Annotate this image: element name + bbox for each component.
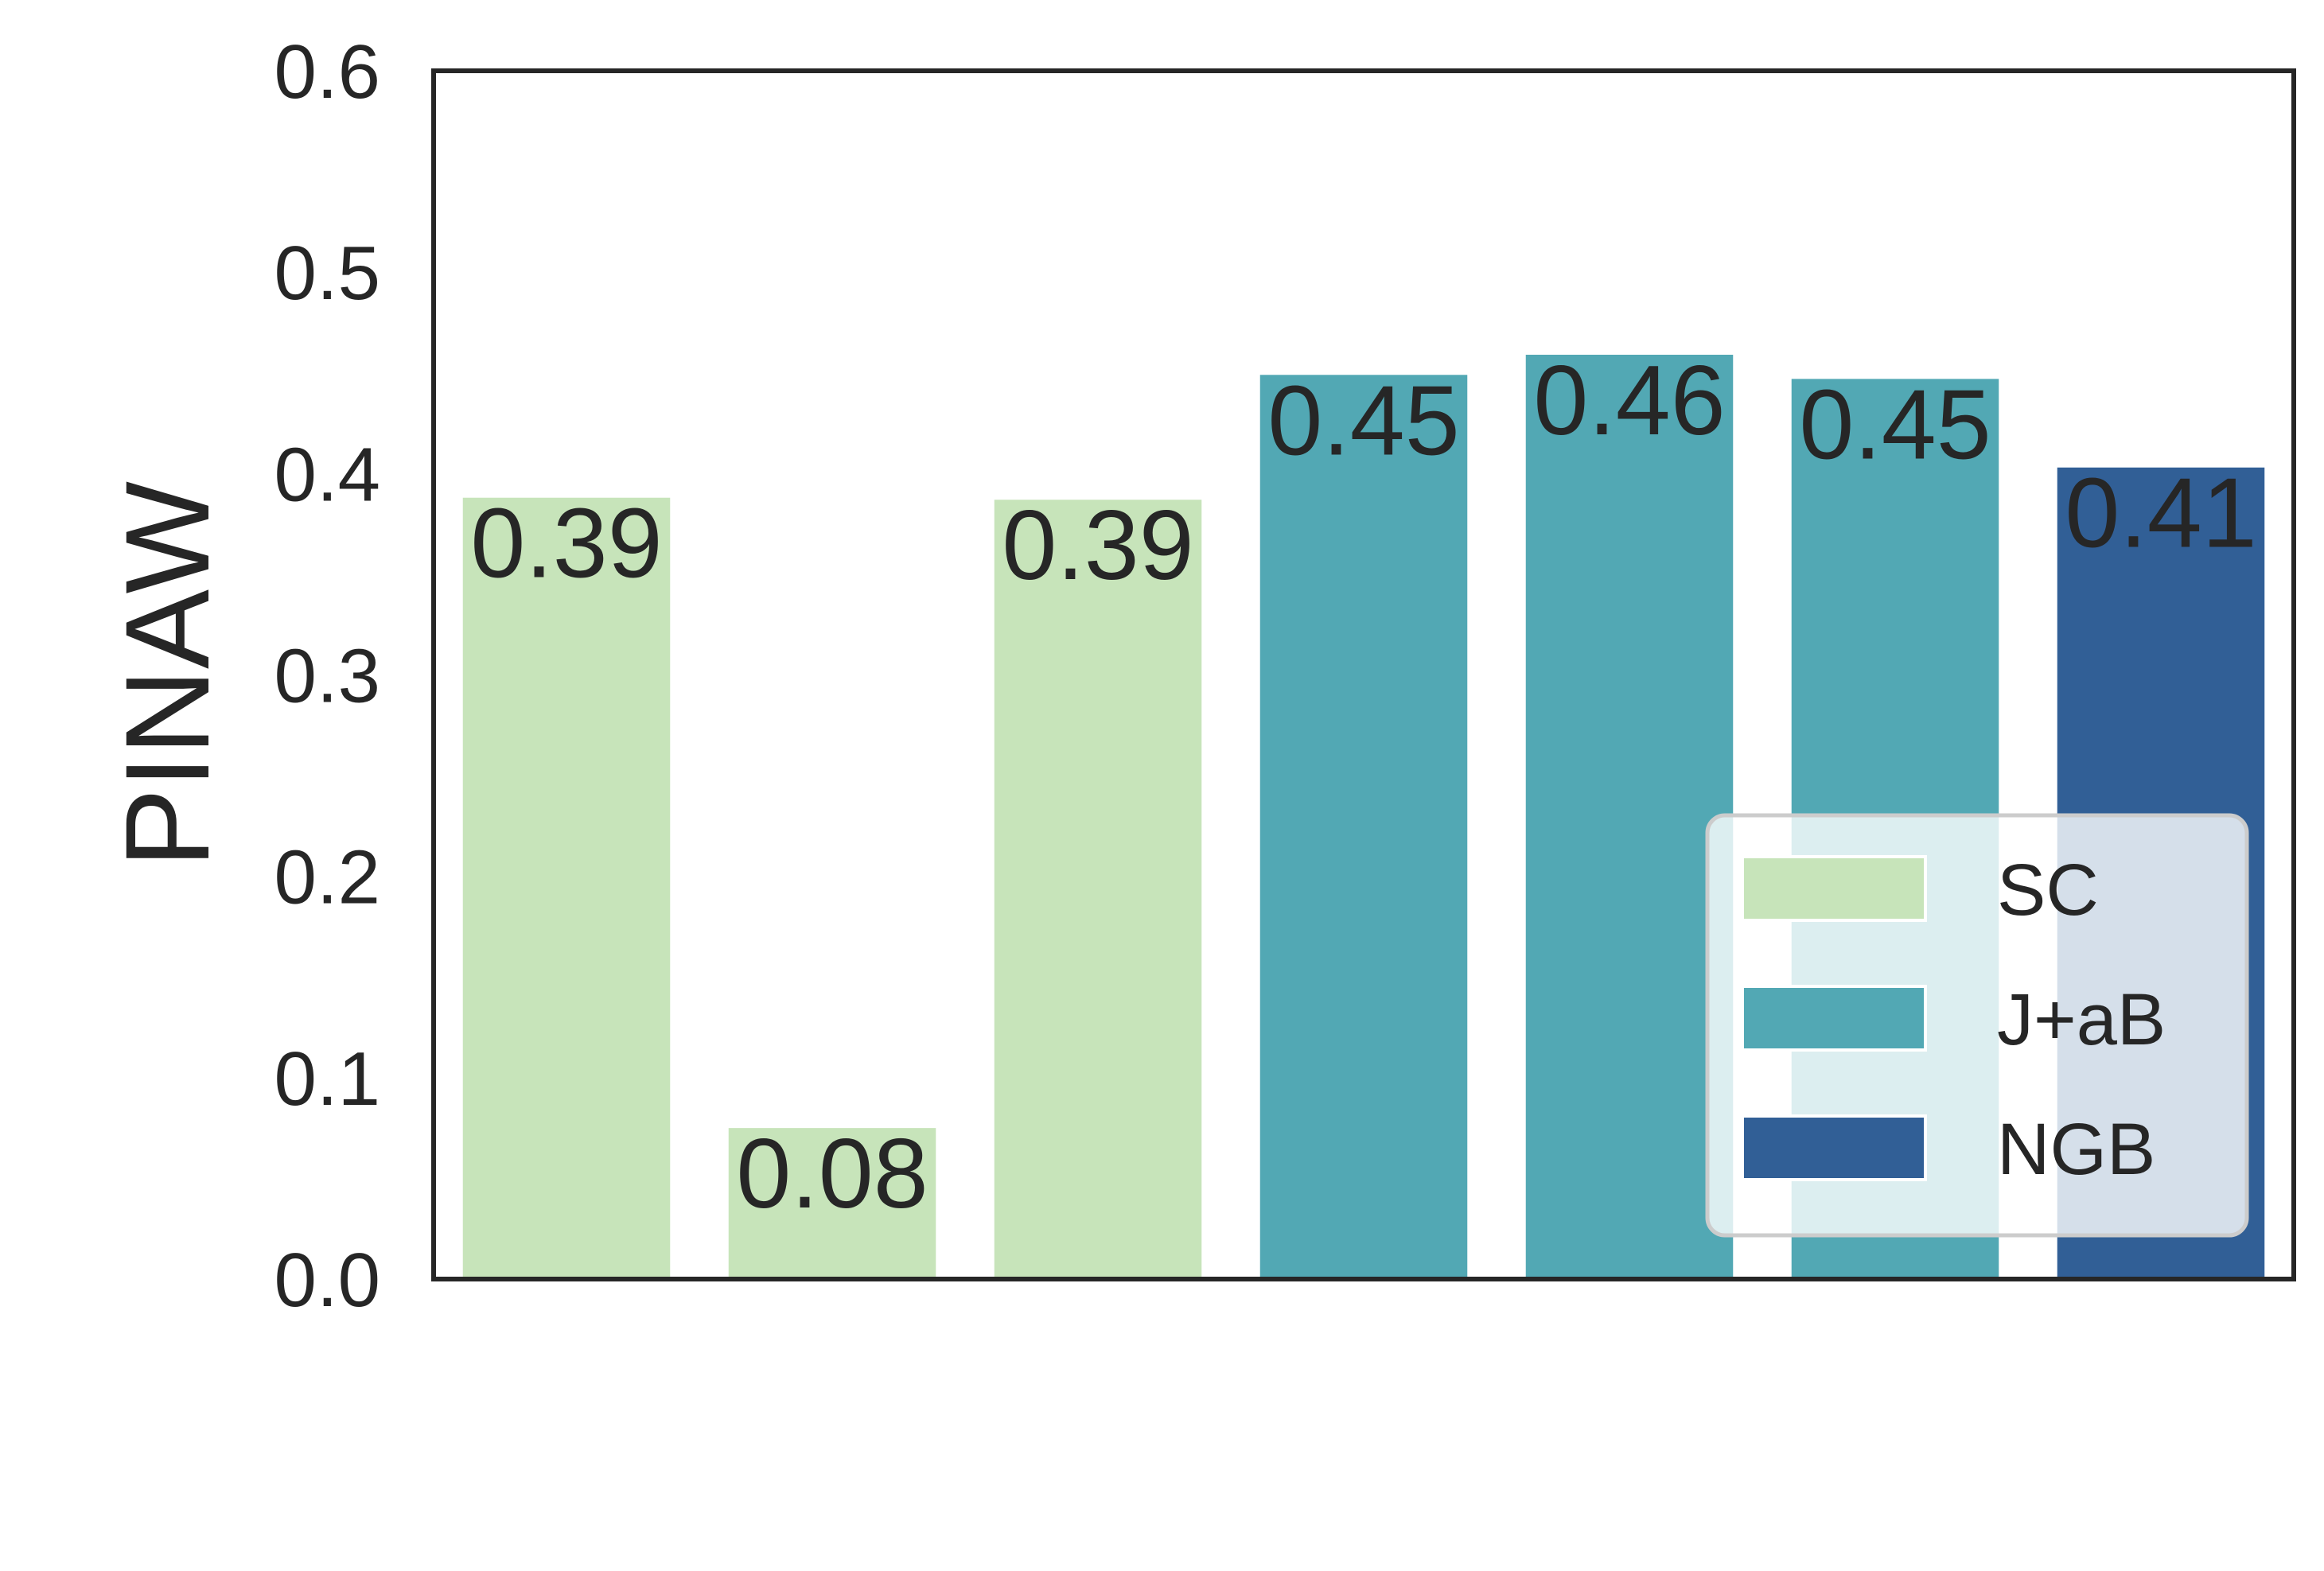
legend-items: SC J+aB NGB <box>1741 850 2166 1190</box>
y-tick-label-0: 0.0 <box>274 1238 380 1323</box>
bar-5 <box>1525 354 1734 1280</box>
data-labels-layer: 0.39 0.08 0.39 0.45 0.46 0.45 0.41 <box>470 346 2256 1229</box>
legend-swatch-sc <box>1741 855 1927 922</box>
y-tick-label-2: 0.2 <box>274 835 380 920</box>
plot-frame <box>431 68 2296 1281</box>
bar-3 <box>994 500 1202 1279</box>
legend: SC J+aB NGB <box>1705 813 2249 1238</box>
data-label-1: 0.39 <box>470 489 662 599</box>
data-label-7: 0.41 <box>2065 459 2256 569</box>
legend-swatch-j-ab <box>1741 985 1927 1052</box>
y-tick-label-3: 0.3 <box>274 634 380 719</box>
data-label-6: 0.45 <box>1799 370 1991 480</box>
data-label-2: 0.08 <box>736 1119 928 1229</box>
legend-swatch-ngb <box>1741 1114 1927 1181</box>
bar-4 <box>1259 375 1468 1279</box>
legend-label-sc: SC <box>1997 850 2099 931</box>
y-tick-label-6: 0.6 <box>274 29 380 115</box>
y-tick-label-1: 0.1 <box>274 1036 380 1122</box>
y-axis-ticks: 0.0 0.1 0.2 0.3 0.4 0.5 0.6 <box>274 29 380 1323</box>
data-label-3: 0.39 <box>1002 491 1193 601</box>
y-axis-label: PINAW <box>100 481 234 869</box>
legend-label-ngb: NGB <box>1997 1109 2155 1190</box>
y-tick-label-4: 0.4 <box>274 432 380 517</box>
data-label-4: 0.45 <box>1267 366 1459 476</box>
legend-label-j-ab: J+aB <box>1997 979 2166 1060</box>
bar-1 <box>462 497 671 1279</box>
y-tick-label-5: 0.5 <box>274 231 380 316</box>
bar-2 <box>728 1128 936 1279</box>
data-label-5: 0.46 <box>1533 346 1725 456</box>
